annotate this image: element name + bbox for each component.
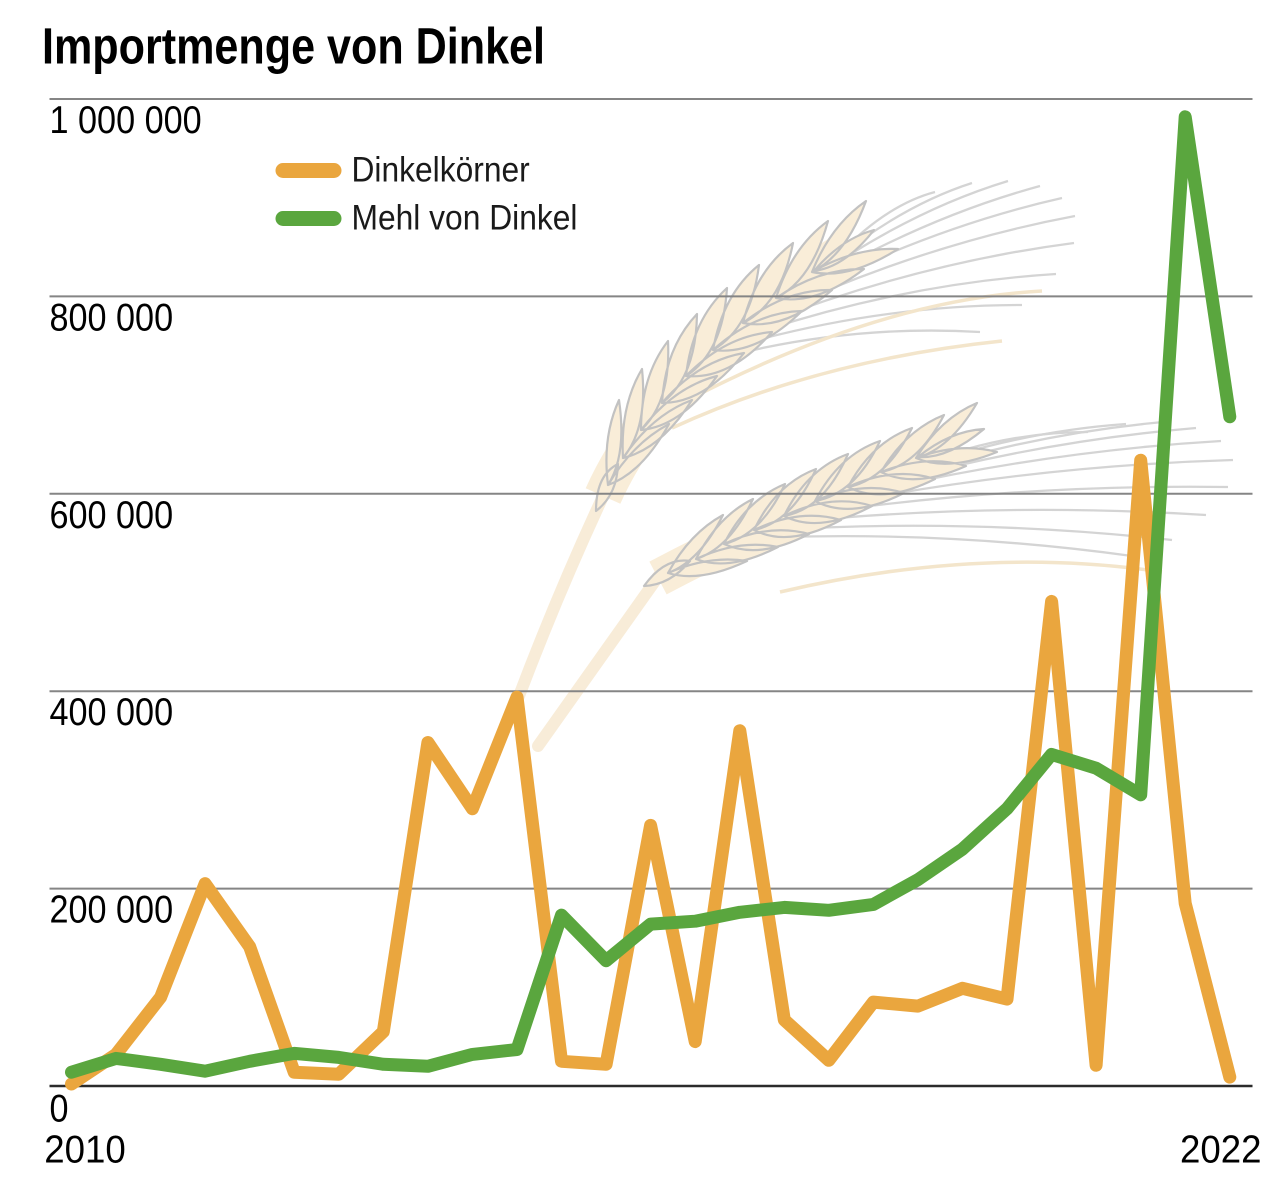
svg-text:Importmenge von Dinkel: Importmenge von Dinkel — [42, 18, 545, 75]
svg-text:400 000: 400 000 — [50, 691, 174, 734]
svg-text:600 000: 600 000 — [50, 494, 174, 537]
svg-text:200 000: 200 000 — [50, 889, 174, 932]
svg-text:Mehl von Dinkel: Mehl von Dinkel — [352, 199, 578, 238]
svg-text:2022: 2022 — [1180, 1129, 1262, 1172]
svg-text:1 000 000: 1 000 000 — [50, 99, 202, 142]
svg-text:800 000: 800 000 — [50, 296, 174, 339]
svg-text:0: 0 — [50, 1087, 69, 1130]
svg-text:2010: 2010 — [44, 1129, 126, 1172]
svg-text:Dinkelkörner: Dinkelkörner — [352, 151, 530, 190]
